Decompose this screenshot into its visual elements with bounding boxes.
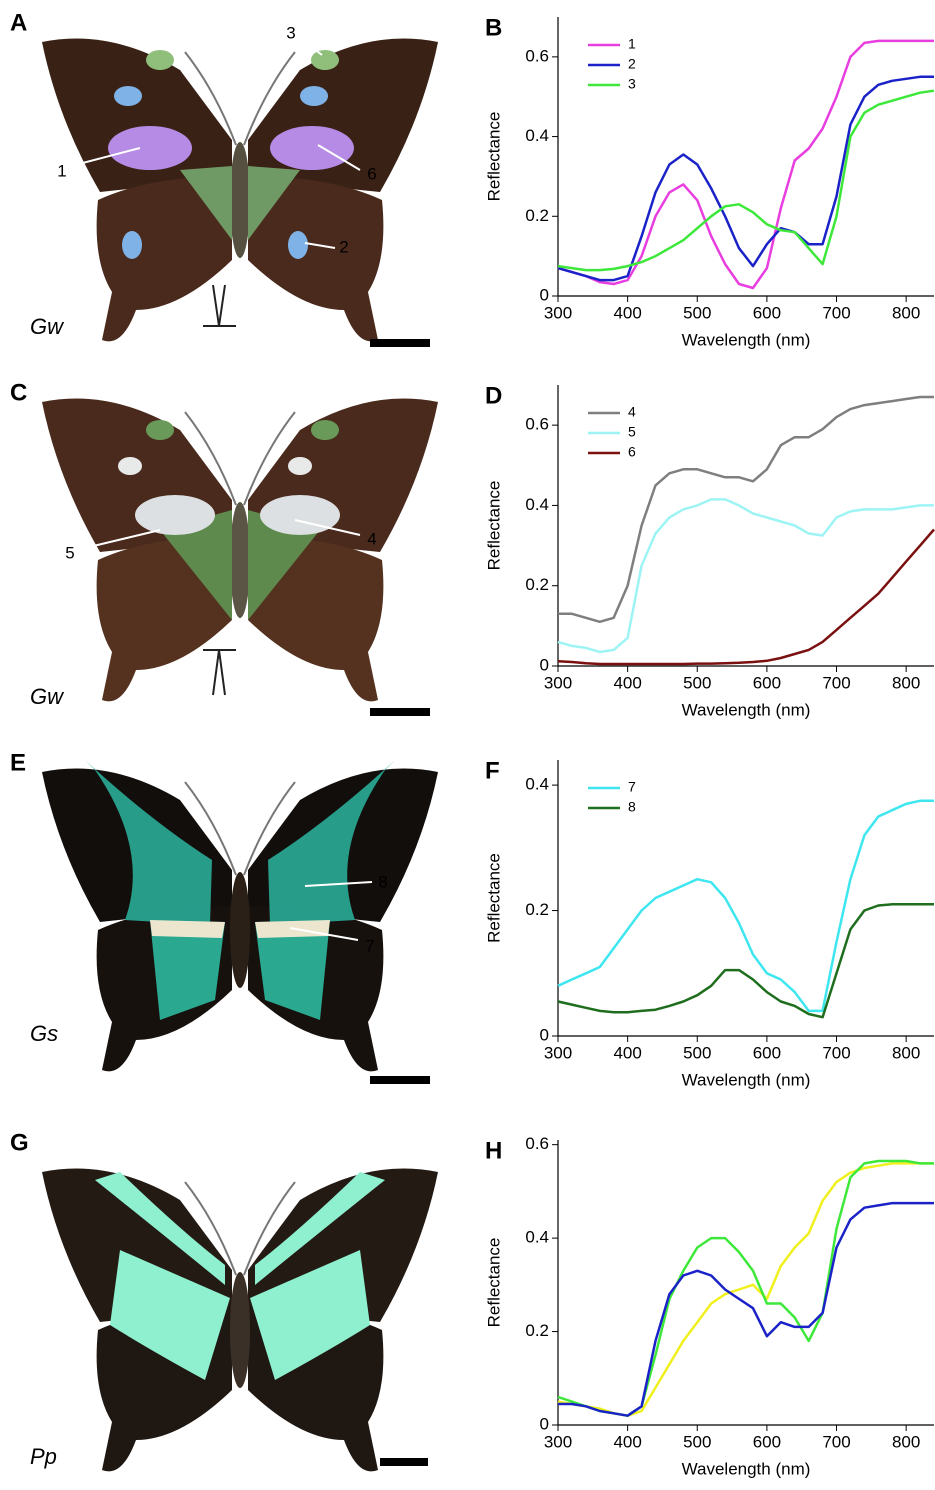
x-axis-label: Wavelength (nm) <box>682 1459 811 1478</box>
y-tick-label: 0 <box>540 655 549 674</box>
series-line <box>558 904 934 1017</box>
spot-label: 6 <box>367 164 376 183</box>
spot-label: 3 <box>286 23 295 42</box>
x-tick-label: 600 <box>753 1043 781 1062</box>
x-tick-label: 500 <box>683 303 711 322</box>
x-tick-label: 800 <box>892 1043 920 1062</box>
x-tick-label: 700 <box>822 673 850 692</box>
y-tick-label: 0.4 <box>525 495 549 514</box>
series-line <box>558 77 934 280</box>
legend-label: 4 <box>628 404 636 420</box>
spot-label: 5 <box>65 543 74 562</box>
x-tick-label: 500 <box>683 1432 711 1451</box>
x-tick-label: 400 <box>613 1432 641 1451</box>
series-line <box>558 91 934 270</box>
x-tick-label: 700 <box>822 303 850 322</box>
x-tick-label: 500 <box>683 673 711 692</box>
y-tick-label: 0.6 <box>525 1134 549 1153</box>
legend-label: 2 <box>628 56 636 72</box>
x-tick-label: 600 <box>753 303 781 322</box>
x-tick-label: 800 <box>892 303 920 322</box>
photo-c: C 5 4 Gw <box>10 379 438 716</box>
x-tick-label: 800 <box>892 1432 920 1451</box>
x-tick-label: 400 <box>613 303 641 322</box>
x-tick-label: 400 <box>613 673 641 692</box>
legend-label: 8 <box>628 799 636 815</box>
x-tick-label: 300 <box>544 1043 572 1062</box>
species: Gs <box>30 1021 58 1046</box>
x-tick-label: 800 <box>892 673 920 692</box>
x-tick-label: 300 <box>544 303 572 322</box>
panel-label: A <box>10 9 27 36</box>
y-tick-label: 0.6 <box>525 415 549 434</box>
spot-label: 4 <box>367 529 376 548</box>
photo-g: G Pp <box>10 1129 438 1471</box>
panel-label: B <box>485 14 502 41</box>
x-tick-label: 600 <box>753 673 781 692</box>
x-tick-label: 300 <box>544 673 572 692</box>
panel-label: F <box>485 757 500 784</box>
y-tick-label: 0.2 <box>525 206 549 225</box>
series-line <box>558 499 934 652</box>
legend-label: 6 <box>628 444 636 460</box>
panel-label: H <box>485 1137 502 1164</box>
y-tick-label: 0.4 <box>525 775 549 794</box>
series-line <box>558 1163 934 1415</box>
legend-label: 5 <box>628 424 636 440</box>
panel-label: E <box>10 749 26 776</box>
x-axis-label: Wavelength (nm) <box>682 700 811 719</box>
x-axis-label: Wavelength (nm) <box>682 1070 811 1089</box>
y-tick-label: 0 <box>540 1414 549 1433</box>
y-axis-label: Reflectance <box>484 481 503 571</box>
y-tick-label: 0.2 <box>525 575 549 594</box>
y-tick-label: 0.4 <box>525 1228 549 1247</box>
legend-label: 7 <box>628 779 636 795</box>
y-axis-label: Reflectance <box>484 1238 503 1328</box>
y-axis-label: Reflectance <box>484 112 503 202</box>
legend-label: 3 <box>628 76 636 92</box>
x-tick-label: 700 <box>822 1432 850 1451</box>
figure: A 1 2 3 6 Gw C 5 4 Gw E 8 7 Gs <box>0 0 935 1490</box>
panel-label: G <box>10 1129 29 1156</box>
spot-label: 8 <box>378 872 387 891</box>
species: Pp <box>30 1444 57 1469</box>
y-tick-label: 0 <box>540 285 549 304</box>
panel-label: C <box>10 379 27 406</box>
x-axis-label: Wavelength (nm) <box>682 330 811 349</box>
y-tick-label: 0.2 <box>525 900 549 919</box>
spot-label: 7 <box>365 936 374 955</box>
y-tick-label: 0.4 <box>525 126 549 145</box>
y-tick-label: 0.2 <box>525 1321 549 1340</box>
photo-a: A 1 2 3 6 Gw <box>10 9 438 347</box>
series-line <box>558 530 934 665</box>
x-tick-label: 600 <box>753 1432 781 1451</box>
species: Gw <box>30 684 65 709</box>
x-tick-label: 300 <box>544 1432 572 1451</box>
y-axis-label: Reflectance <box>484 853 503 943</box>
legend-label: 1 <box>628 36 636 52</box>
x-tick-label: 400 <box>613 1043 641 1062</box>
series-line <box>558 41 934 288</box>
spot-label: 1 <box>57 161 66 180</box>
spot-label: 2 <box>339 237 348 256</box>
panel-label: D <box>485 382 502 409</box>
species: Gw <box>30 314 65 339</box>
photo-e: E 8 7 Gs <box>10 749 438 1084</box>
x-tick-label: 700 <box>822 1043 850 1062</box>
y-tick-label: 0 <box>540 1025 549 1044</box>
series-line <box>558 1203 934 1416</box>
x-tick-label: 500 <box>683 1043 711 1062</box>
y-tick-label: 0.6 <box>525 46 549 65</box>
